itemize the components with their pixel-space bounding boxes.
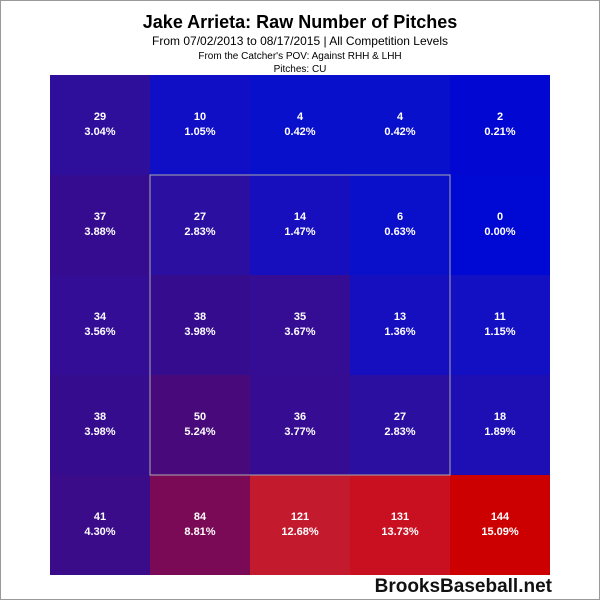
pitch-type: Pitches: CU [274,64,327,75]
cell-percent: 0.00% [484,226,515,238]
cell-percent: 3.98% [84,426,115,438]
cell [150,175,250,275]
cell-percent: 2.83% [184,226,215,238]
cell-count: 6 [397,211,403,223]
cell-count: 121 [291,511,309,523]
watermark: BrooksBaseball.net [375,576,553,597]
cell-percent: 0.63% [384,226,415,238]
cell [350,275,450,375]
cell-count: 41 [94,511,106,523]
cells: 29 3.04% 10 1.05% 4 0.42% 4 0.42% 2 0.21% 37 3.88% 2… [50,75,550,575]
cell [450,175,550,275]
cell-count: 0 [497,211,503,223]
strike-zone [149,174,451,476]
cell [250,275,350,375]
cell-count: 10 [194,111,206,123]
cell-count: 38 [194,311,206,323]
cell-count: 37 [94,211,106,223]
chart-note: From the Catcher's POV: Against RHH & LH… [198,51,401,62]
cell [450,275,550,375]
cell-count: 36 [294,411,306,423]
cell [250,175,350,275]
cell [350,475,450,575]
cell-count: 4 [397,111,404,123]
cell [50,275,150,375]
cell-count: 38 [94,411,106,423]
cell-percent: 1.15% [484,326,515,338]
cell-percent: 15.09% [481,526,519,538]
cell-count: 4 [297,111,304,123]
cell-count: 144 [491,511,510,523]
cell-percent: 5.24% [184,426,215,438]
cell-percent: 1.36% [384,326,415,338]
cell-count: 11 [494,311,506,323]
cell-count: 50 [194,411,206,423]
cell-percent: 1.89% [484,426,515,438]
cell-percent: 0.21% [484,126,515,138]
cell-percent: 0.42% [284,126,315,138]
cell [350,375,450,475]
cell [50,175,150,275]
cell [250,475,350,575]
cell [50,75,150,175]
cell [150,475,250,575]
cell-count: 14 [294,211,307,223]
cell [150,375,250,475]
cell-count: 27 [194,211,206,223]
cell [150,75,250,175]
cell [250,75,350,175]
cell-percent: 0.42% [384,126,415,138]
cell-count: 27 [394,411,406,423]
cell-percent: 3.98% [184,326,215,338]
cell-percent: 4.30% [84,526,115,538]
cell-count: 131 [391,511,409,523]
cell [150,275,250,375]
cell [450,475,550,575]
cell [50,475,150,575]
cell-count: 84 [194,511,207,523]
cell-percent: 3.77% [284,426,315,438]
cell [350,175,450,275]
cell-percent: 3.56% [84,326,115,338]
cell-count: 34 [94,311,107,323]
chart-subtitle: From 07/02/2013 to 08/17/2015 | All Comp… [152,34,448,48]
cell-count: 2 [497,111,503,123]
cell-count: 29 [94,111,106,123]
cell [250,375,350,475]
cell [50,375,150,475]
cell-percent: 3.04% [84,126,115,138]
cell-percent: 13.73% [381,526,419,538]
cell-percent: 12.68% [281,526,319,538]
cell-percent: 8.81% [184,526,215,538]
cell-count: 35 [294,311,306,323]
cell-percent: 3.67% [284,326,315,338]
cell [350,75,450,175]
cell [450,75,550,175]
cell-percent: 2.83% [384,426,415,438]
cell-count: 18 [494,411,506,423]
cell [450,375,550,475]
cell-percent: 1.05% [184,126,215,138]
cell-percent: 1.47% [284,226,315,238]
cell-percent: 3.88% [84,226,115,238]
chart-title: Jake Arrieta: Raw Number of Pitches [143,12,457,32]
cell-count: 13 [394,311,406,323]
